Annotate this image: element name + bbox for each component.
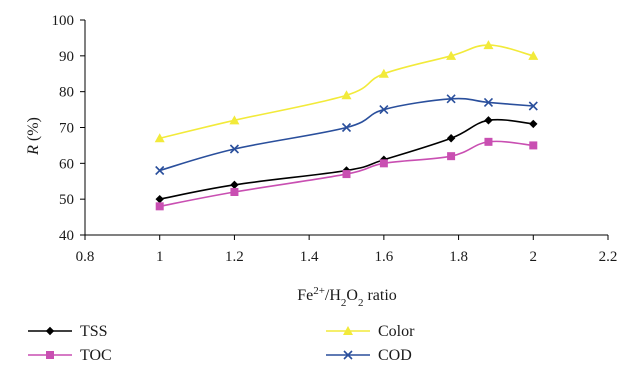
series-tss [155,116,538,204]
data-point-color [378,68,389,78]
y-tick-label: 40 [59,228,74,244]
legend-label-color: Color [378,323,415,340]
legend-label-toc: TOC [80,347,112,364]
x-tick-label: 0.8 [76,249,95,265]
y-tick-label: 90 [59,49,74,65]
legend-label-tss: TSS [80,323,108,340]
legend: TSS TOC Color COD [28,323,415,364]
data-point-toc [484,137,493,146]
data-point-toc [447,152,456,161]
series-line-tss [159,118,534,200]
data-point-toc [379,159,388,168]
legend-marker-color [343,326,353,335]
data-point-color [341,90,352,100]
y-tick-label: 60 [59,156,74,172]
legend-item-toc: TOC [28,347,112,364]
data-point-cod [446,94,456,104]
data-point-color [229,115,240,125]
data-point-tss [155,194,164,204]
legend-item-tss: TSS [28,323,108,340]
data-point-tss [529,119,538,129]
data-point-color [446,50,457,60]
axes [80,19,609,240]
data-point-toc [230,188,239,196]
series-cod [155,94,538,176]
data-point-cod [379,105,389,115]
data-point-toc [529,141,538,150]
data-point-cod [528,101,538,111]
series-toc [155,137,538,211]
data-point-color [483,40,494,50]
data-point-tss [484,116,493,125]
data-point-color [528,50,539,60]
x-tick-label: 1.4 [300,249,319,265]
y-tick-label: 70 [59,121,74,137]
y-axis-title: R (%) [25,117,42,156]
data-point-cod [483,97,494,107]
series-line-cod [159,97,534,172]
data-point-color [154,133,165,143]
x-tick-label: 1 [156,249,164,265]
legend-label-cod: COD [378,347,412,364]
data-point-cod [155,165,165,176]
data-point-tss [230,180,239,190]
y-tick-label: 100 [52,13,75,29]
data-point-cod [341,122,352,133]
x-tick-label: 1.6 [374,249,393,265]
y-tick-labels: 40 50 60 70 80 90 100 [52,13,75,244]
x-tick-label: 2.2 [599,249,618,265]
y-tick-label: 80 [59,85,74,101]
y-tick-label: 50 [59,192,74,208]
x-axis-title: Fe2+/H2O2 ratio [297,285,397,309]
legend-marker-toc [46,351,54,359]
legend-item-cod: COD [326,347,412,364]
legend-marker-tss [45,326,55,336]
data-point-toc [155,202,164,211]
series-color [154,40,539,143]
legend-marker-cod [343,350,353,360]
data-point-tss [446,134,456,143]
x-tick-label: 1.8 [449,249,468,265]
x-tick-labels: 0.8 1 1.2 1.4 1.6 1.8 2 2.2 [76,249,618,265]
data-point-cod [229,144,239,154]
series-group [154,40,539,211]
x-tick-label: 2 [530,249,538,265]
x-tick-label: 1.2 [225,249,244,265]
legend-item-color: Color [326,323,415,340]
data-point-toc [342,170,351,179]
